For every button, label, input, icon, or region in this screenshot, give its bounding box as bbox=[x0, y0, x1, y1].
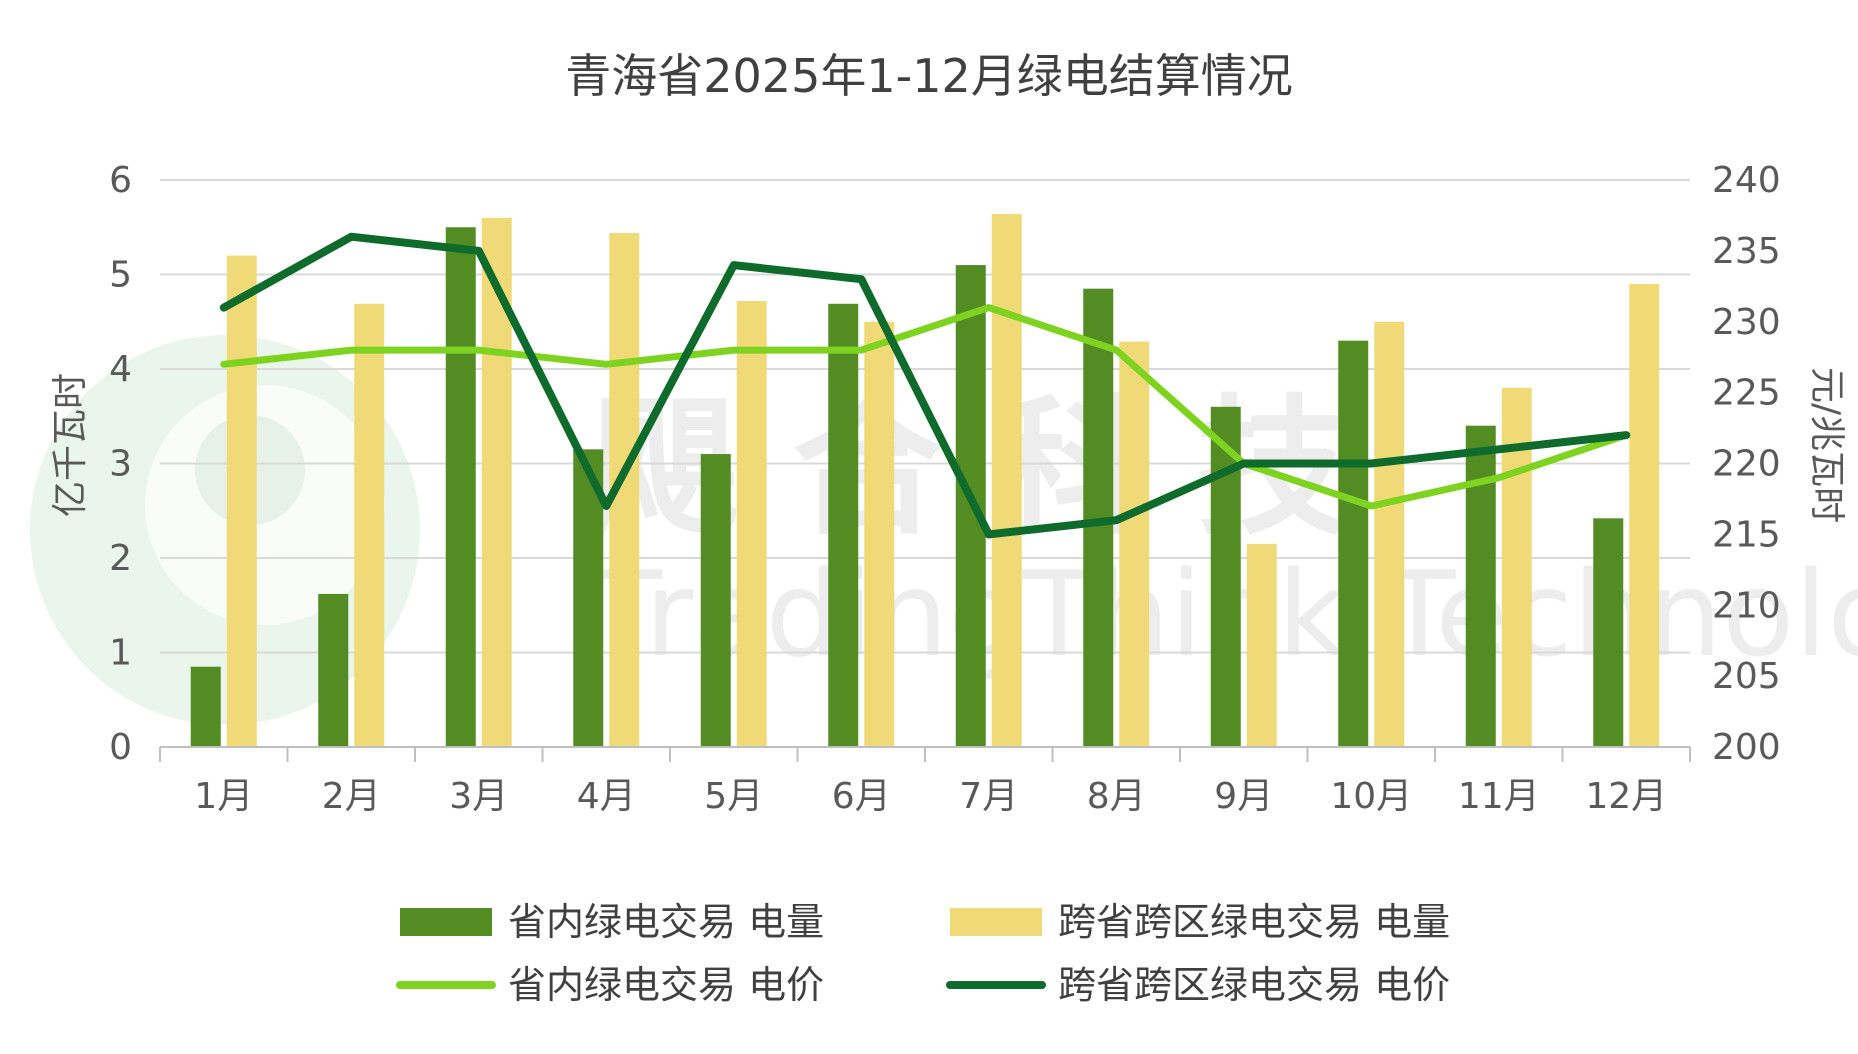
legend-label: 跨省跨区绿电交易 电量 bbox=[1058, 900, 1450, 944]
x-tick-label: 10月 bbox=[1330, 776, 1412, 817]
y-left-tick-label: 1 bbox=[109, 633, 132, 674]
bar-cross-province-volume bbox=[1501, 387, 1532, 747]
lines-layer bbox=[219, 232, 1631, 539]
bar-domestic-volume bbox=[573, 449, 604, 747]
legend-label: 省内绿电交易 电量 bbox=[508, 900, 824, 944]
y-right-tick-label: 225 bbox=[1712, 373, 1781, 414]
bar-domestic-volume bbox=[700, 454, 731, 747]
bar-cross-province-volume bbox=[1119, 341, 1150, 747]
y-right-tick-label: 240 bbox=[1712, 160, 1781, 201]
y-right-tick-label: 230 bbox=[1712, 302, 1781, 343]
bar-domestic-volume bbox=[828, 303, 859, 747]
y-left-tick-label: 5 bbox=[109, 255, 132, 296]
x-tick-label: 12月 bbox=[1585, 776, 1667, 817]
y-right-tick-label: 220 bbox=[1712, 444, 1781, 485]
bars-layer bbox=[190, 214, 1660, 748]
line-domestic-price bbox=[220, 304, 1630, 510]
y-right-tick-label: 210 bbox=[1712, 585, 1781, 626]
y-left-tick-label: 6 bbox=[109, 160, 132, 201]
legend-swatch bbox=[400, 908, 492, 936]
line-cross-province-price bbox=[219, 232, 1631, 539]
y-left-tick-label: 0 bbox=[109, 727, 132, 768]
x-tick-label: 9月 bbox=[1214, 776, 1273, 817]
y-left-tick-label: 3 bbox=[109, 444, 132, 485]
y-right-tick-label: 235 bbox=[1712, 231, 1781, 272]
axes-layer: 0 1 2 3 4 5 6 200 205 210 215 220 225 230 235 240 1月 2月 3月… bbox=[109, 160, 1781, 817]
bar-domestic-volume bbox=[1338, 340, 1369, 747]
bar-domestic-volume bbox=[318, 593, 349, 747]
x-tick-label: 4月 bbox=[577, 776, 636, 817]
x-tick-label: 7月 bbox=[959, 776, 1018, 817]
chart-title: 青海省2025年1-12月绿电结算情况 bbox=[565, 49, 1292, 103]
y-left-axis-title: 亿千瓦时 bbox=[50, 373, 91, 517]
bar-cross-province-volume bbox=[354, 303, 385, 747]
y-right-tick-label: 205 bbox=[1712, 656, 1781, 697]
watermark: 飓 合 科 技 TradingThink Technology bbox=[30, 335, 1858, 725]
y-right-axis-title: 元/兆瓦时 bbox=[1806, 367, 1847, 523]
bar-cross-province-volume bbox=[736, 300, 767, 747]
bar-cross-province-volume bbox=[481, 217, 512, 748]
bar-cross-province-volume bbox=[864, 321, 895, 747]
bar-domestic-volume bbox=[1593, 518, 1624, 747]
bar-domestic-volume bbox=[1465, 425, 1496, 747]
x-tick-label: 8月 bbox=[1087, 776, 1146, 817]
bar-cross-province-volume bbox=[1374, 321, 1405, 747]
y-right-tick-label: 200 bbox=[1712, 727, 1781, 768]
y-left-tick-label: 4 bbox=[109, 349, 132, 390]
x-tick-label: 3月 bbox=[449, 776, 508, 817]
legend-swatch bbox=[950, 908, 1042, 936]
bar-domestic-volume bbox=[190, 666, 221, 747]
gridlines bbox=[160, 179, 1690, 654]
x-tick-label: 11月 bbox=[1458, 776, 1540, 817]
bar-cross-province-volume bbox=[991, 214, 1022, 747]
y-right-tick-label: 215 bbox=[1712, 514, 1781, 555]
bar-cross-province-volume bbox=[1246, 543, 1277, 747]
legend-label: 跨省跨区绿电交易 电价 bbox=[1058, 963, 1450, 1007]
x-tick-label: 2月 bbox=[322, 776, 381, 817]
legend-label: 省内绿电交易 电价 bbox=[508, 963, 824, 1007]
x-tick-label: 6月 bbox=[832, 776, 891, 817]
bar-cross-province-volume bbox=[226, 255, 257, 747]
bar-domestic-volume bbox=[445, 227, 476, 747]
y-left-tick-label: 2 bbox=[109, 538, 132, 579]
bar-cross-province-volume bbox=[1629, 283, 1660, 747]
x-tick-label: 5月 bbox=[704, 776, 763, 817]
x-tick-label: 1月 bbox=[194, 776, 253, 817]
